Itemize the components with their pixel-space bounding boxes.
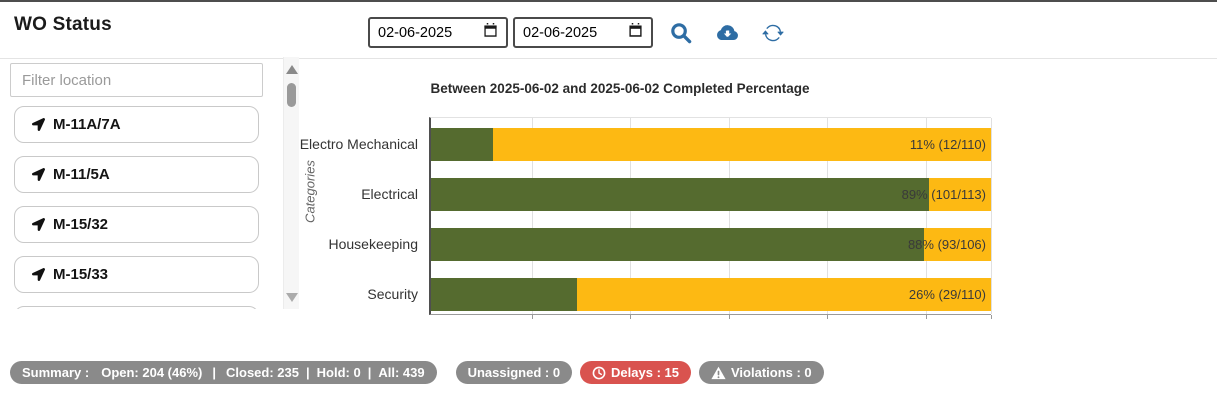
scrollbar-thumb[interactable] [287, 83, 296, 107]
bar-row: 26% (29/110) [431, 278, 991, 311]
bar-data-label: 88% (93/106) [907, 237, 986, 252]
calendar-icon[interactable] [483, 23, 498, 42]
filter-location-input[interactable] [10, 63, 263, 97]
gridline [728, 118, 730, 314]
cloud-download-icon [715, 21, 739, 48]
category-label-text: Electrical [361, 185, 418, 202]
bar-row: 88% (93/106) [431, 228, 991, 261]
date-from-value: 02-06-2025 [378, 24, 453, 41]
closed-count: Closed: 235 [226, 365, 299, 380]
search-icon [670, 22, 692, 47]
delays-pill: Delays : 15 [580, 361, 691, 384]
scroll-up-arrow-icon[interactable] [286, 65, 298, 74]
cloud-download-button[interactable] [714, 21, 740, 47]
violations-pill: Violations : 0 [698, 361, 824, 384]
category-label-text: Electro Mechanical [300, 135, 418, 152]
search-button[interactable] [668, 21, 694, 47]
x-axis-tick [827, 315, 829, 319]
x-axis-tick [991, 315, 992, 319]
location-item[interactable]: M-11/5A [14, 156, 259, 193]
chart-category-labels: Electro Mechanical Electrical Housekeeping… [300, 117, 418, 315]
summary-bar: Summary : Open: 204 (46%) | Closed: 235 … [10, 361, 824, 384]
location-arrow-icon [32, 268, 45, 281]
refresh-button[interactable] [760, 21, 786, 47]
location-list: M-11A/7A M-11/5A M-15/32 M-15/33 [14, 104, 261, 309]
chart-title: Between 2025-06-02 and 2025-06-02 Comple… [430, 81, 810, 96]
scroll-down-arrow-icon[interactable] [286, 293, 298, 302]
bar-remaining-segment[interactable] [929, 178, 991, 211]
date-to-input[interactable]: 02-06-2025 [513, 17, 653, 48]
calendar-icon[interactable] [628, 23, 643, 42]
x-axis-tick [630, 315, 632, 319]
top-border-line [0, 0, 1217, 2]
category-label: Security [300, 277, 418, 310]
violations-count: Violations : 0 [730, 365, 812, 380]
separator: | [305, 365, 310, 380]
page-title: WO Status [14, 14, 112, 35]
location-item[interactable]: M-11A/7A [14, 106, 259, 143]
date-to-value: 02-06-2025 [523, 24, 598, 41]
all-count: All: 439 [378, 365, 425, 380]
bar-completed-segment[interactable] [431, 278, 577, 311]
location-arrow-icon [32, 118, 45, 131]
summary-label: Summary : [22, 365, 90, 380]
x-axis-tick [926, 315, 928, 319]
x-axis-tick [728, 315, 730, 319]
location-item-partial[interactable] [14, 306, 259, 309]
chart-plot-area: 11% (12/110) 89% (101/113) 88% (93/106) 26%… [429, 117, 992, 319]
location-item-label: M-11A/7A [53, 116, 121, 133]
hold-count: Hold: 0 [316, 365, 361, 380]
location-item[interactable]: M-15/32 [14, 206, 259, 243]
unassigned-pill: Unassigned : 0 [455, 361, 573, 384]
bar-completed-segment[interactable] [431, 128, 493, 161]
category-label: Electrical [300, 177, 418, 210]
category-label-text: Housekeeping [328, 235, 418, 252]
gridline [926, 118, 928, 314]
bar-data-label: 89% (101/113) [901, 187, 986, 202]
bar-completed-segment[interactable] [431, 228, 924, 261]
bar-row: 11% (12/110) [431, 128, 991, 161]
unassigned-count: Unassigned : 0 [467, 365, 561, 380]
location-item-label: M-15/32 [53, 216, 109, 233]
category-label: Electro Mechanical [300, 127, 418, 160]
location-item-label: M-15/33 [53, 266, 109, 283]
bar-data-label: 11% (12/110) [909, 137, 986, 152]
bar-remaining-segment[interactable] [576, 278, 991, 311]
warning-icon [711, 366, 726, 380]
bar-remaining-segment[interactable] [923, 228, 991, 261]
gridline [827, 118, 829, 314]
location-arrow-icon [32, 168, 45, 181]
gridline [531, 118, 533, 314]
bar-row: 89% (101/113) [431, 178, 991, 211]
gridline [630, 118, 632, 314]
clock-icon [592, 366, 606, 380]
x-axis-tick [531, 315, 533, 319]
location-arrow-icon [32, 218, 45, 231]
bar-data-label: 26% (29/110) [908, 287, 986, 302]
bar-remaining-segment[interactable] [492, 128, 991, 161]
list-scrollbar[interactable] [283, 57, 299, 309]
category-label-text: Security [367, 285, 418, 302]
header-separator [0, 58, 1217, 59]
summary-pill: Summary : Open: 204 (46%) | Closed: 235 … [10, 361, 437, 384]
location-item[interactable]: M-15/33 [14, 256, 259, 293]
separator: | [212, 365, 216, 380]
location-item-label: M-11/5A [53, 166, 110, 183]
bar-completed-segment[interactable] [431, 178, 930, 211]
delays-count: Delays : 15 [611, 365, 679, 380]
refresh-icon [762, 22, 784, 47]
separator: | [367, 365, 372, 380]
gridline [991, 118, 992, 314]
date-from-input[interactable]: 02-06-2025 [368, 17, 508, 48]
open-count: Open: 204 (46%) [101, 365, 203, 380]
category-label: Housekeeping [300, 227, 418, 260]
